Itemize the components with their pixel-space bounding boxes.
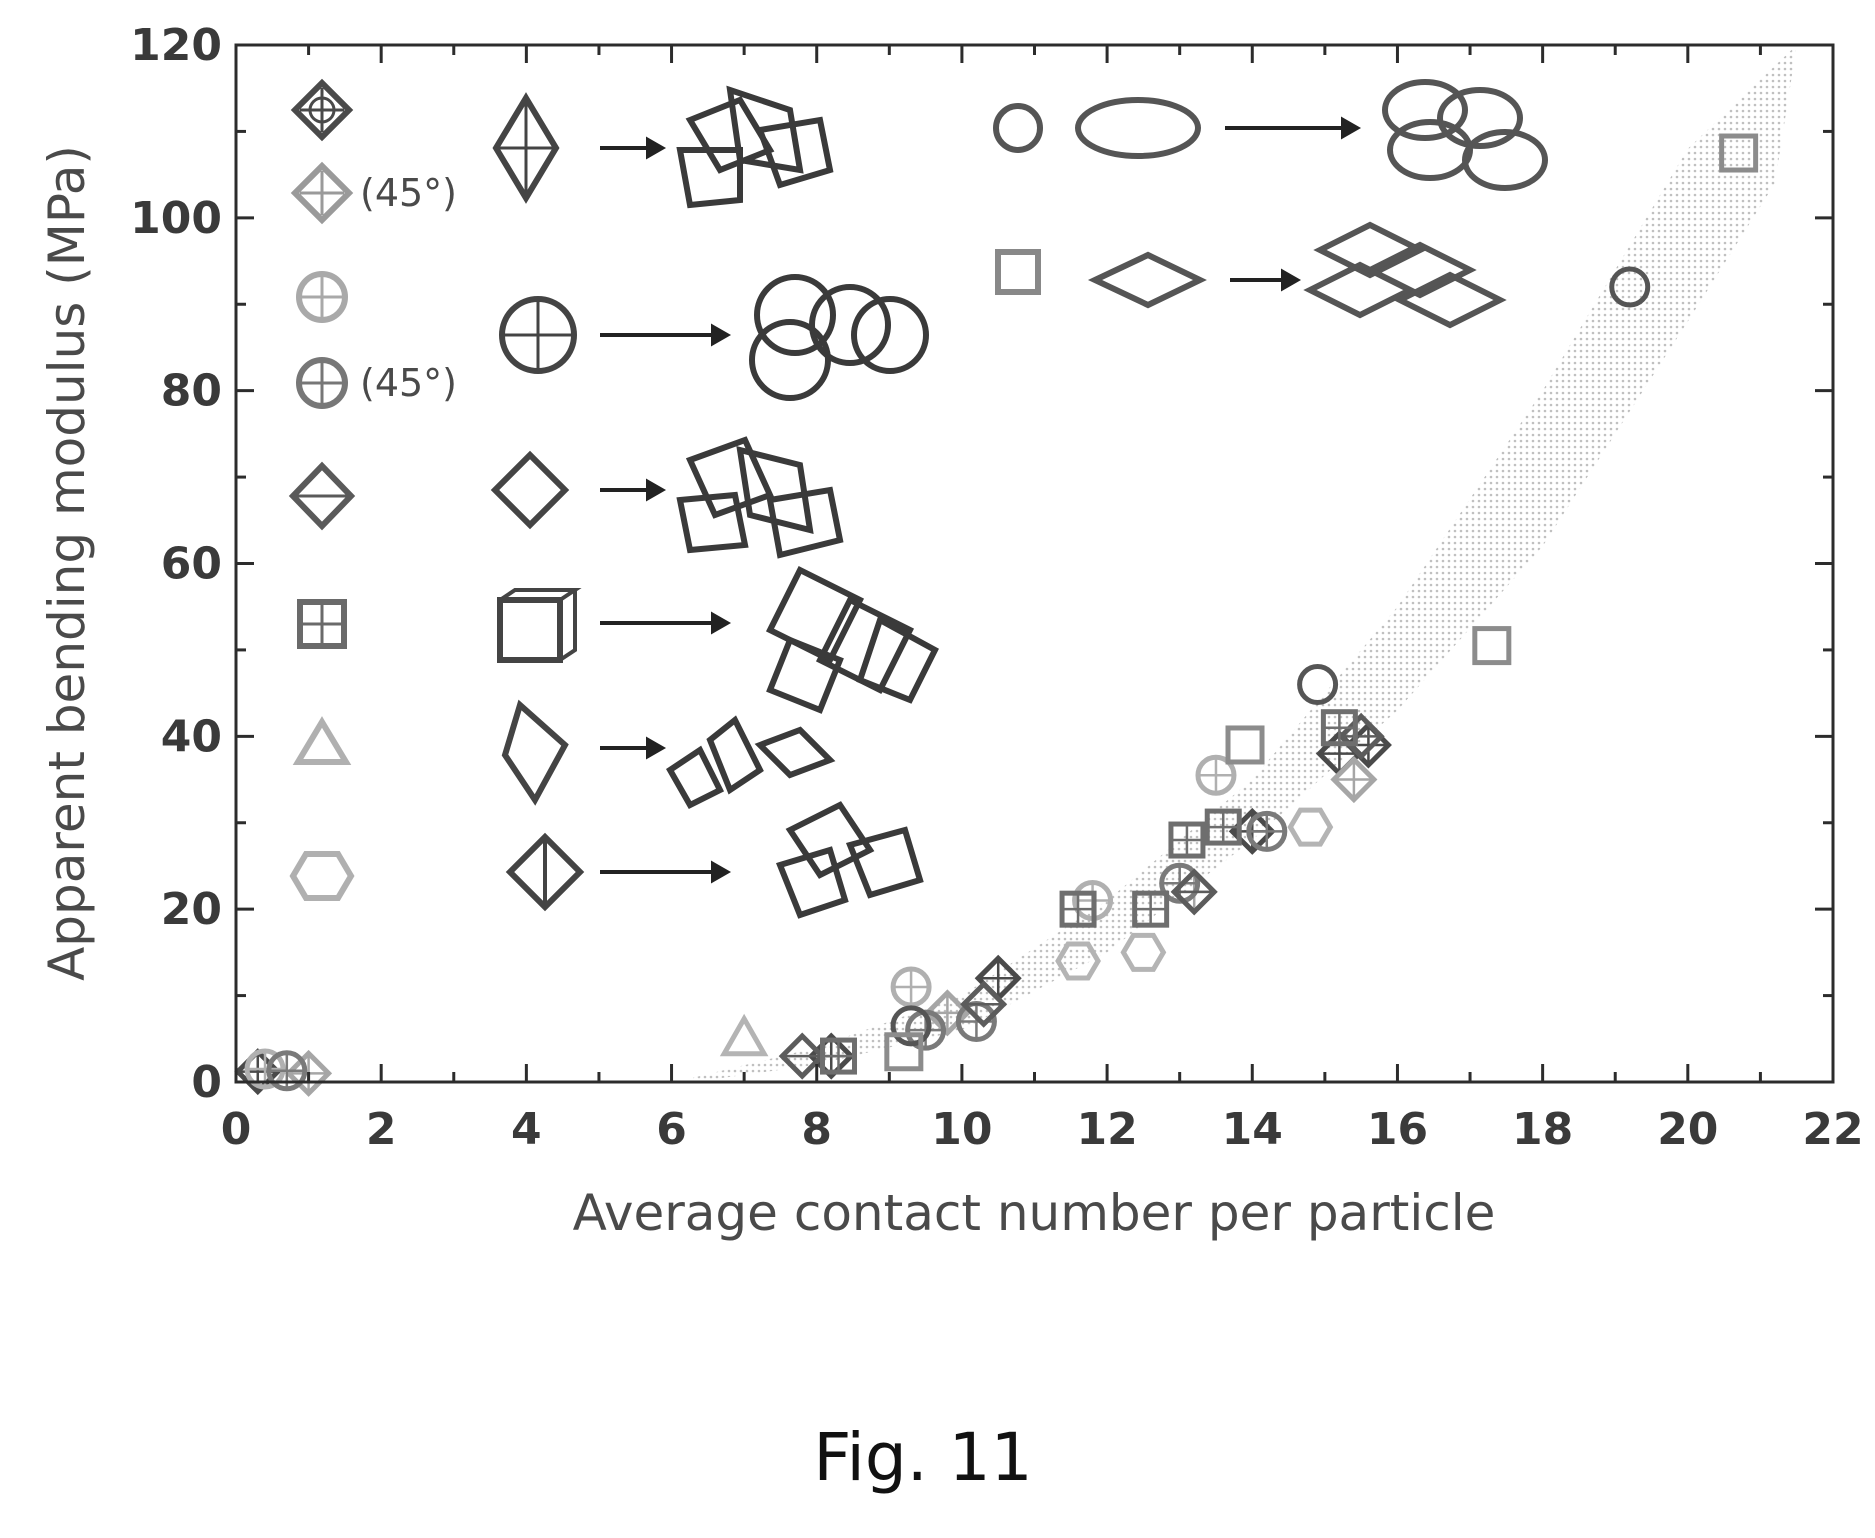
sphere-frame-assembly-illustration <box>749 274 929 401</box>
point-torus <box>1609 266 1651 308</box>
figure-caption: Fig. 11 <box>813 1419 1032 1496</box>
point-ellipsoid-frame <box>1287 807 1334 847</box>
point-square-frame <box>1719 133 1759 173</box>
ellipsoid-particle-illustration <box>505 832 585 912</box>
bipyramid-particle-illustration <box>490 450 570 530</box>
point-bipyramid <box>1337 712 1385 760</box>
point-tetrahedron <box>719 1013 769 1057</box>
legend-sphere-frame-45-icon <box>296 357 348 409</box>
legend-torus-icon <box>993 103 1043 153</box>
point-bipyramid <box>1170 868 1218 916</box>
point-square-frame <box>1225 725 1265 765</box>
torus-assembly-illustration <box>1382 79 1548 191</box>
legend-octahedron-45-icon <box>290 161 354 225</box>
x-tick-label: 10 <box>931 1104 992 1155</box>
legend-ellipsoid-frame-icon <box>289 851 355 901</box>
point-torus <box>890 1005 932 1047</box>
legend-square-frame-icon <box>995 249 1041 295</box>
square-frame-assembly-illustration <box>1303 221 1507 329</box>
y-tick-label: 100 <box>130 193 222 244</box>
legend-bipyramid-icon <box>288 461 356 531</box>
tetrahedron-particle-illustration <box>501 699 569 806</box>
point-ellipsoid-frame <box>1055 941 1101 981</box>
point-square-frame <box>884 1032 924 1072</box>
x-tick-label: 2 <box>366 1104 397 1155</box>
x-tick-label: 20 <box>1657 1104 1718 1155</box>
axis-ticks <box>234 43 1835 1084</box>
octahedron-particle-illustration <box>492 92 560 204</box>
legend-label-45-b: (45°) <box>360 361 457 405</box>
tetrahedron-assembly-illustration <box>666 715 836 809</box>
legend-tetrahedron-icon <box>292 716 352 765</box>
point-cube-frame <box>820 1037 858 1075</box>
ellipsoid-assembly-illustration <box>775 801 924 919</box>
sphere-frame-particle-illustration <box>499 296 577 374</box>
point-octahedron-45 <box>1330 756 1378 804</box>
point-bipyramid <box>778 1032 826 1080</box>
y-axis-label: Apparent bending modulus (MPa) <box>38 145 96 981</box>
x-tick-label: 6 <box>656 1104 687 1155</box>
y-tick-label: 20 <box>161 884 222 935</box>
legend-sphere-frame-icon <box>296 271 348 323</box>
plot-frame <box>234 43 1835 1084</box>
trend-band-area <box>693 45 1797 1082</box>
point-ellipsoid-frame <box>1120 932 1167 972</box>
point-cube-frame <box>1059 890 1097 928</box>
y-tick-label: 0 <box>191 1057 222 1108</box>
trend-band <box>693 45 1797 1082</box>
point-sphere-frame <box>1195 754 1237 796</box>
arrows <box>600 116 1362 884</box>
x-tick-label: 4 <box>511 1104 542 1155</box>
bipyramid-assembly-illustration <box>676 436 844 559</box>
x-tick-label: 14 <box>1222 1104 1283 1155</box>
legend-label-45-a: (45°) <box>360 171 457 215</box>
octahedron-assembly-illustration <box>676 85 834 209</box>
point-bipyramid <box>960 980 1008 1028</box>
cube-frame-assembly-illustration <box>765 565 939 714</box>
point-cube-frame <box>1320 709 1358 747</box>
x-tick-labels: 0 2 4 6 8 10 12 14 16 18 20 22 <box>221 1104 1864 1155</box>
x-tick-label: 0 <box>221 1104 252 1155</box>
legend-cube-frame-icon <box>297 599 347 649</box>
x-tick-label: 18 <box>1512 1104 1573 1155</box>
y-tick-label: 120 <box>130 20 222 71</box>
point-square-frame <box>1472 626 1512 666</box>
x-tick-label: 12 <box>1076 1104 1137 1155</box>
point-sphere-frame <box>890 966 932 1008</box>
y-tick-label: 40 <box>161 711 222 762</box>
x-tick-label: 16 <box>1367 1104 1428 1155</box>
legend-octahedron-icon <box>290 78 354 142</box>
y-tick-labels: 0 20 40 60 80 100 120 <box>130 20 222 1108</box>
point-sphere-frame-45 <box>1246 810 1288 852</box>
legend: (45°) (45°) <box>288 78 1548 919</box>
point-torus <box>1297 663 1339 705</box>
torus-particle-illustration <box>1075 97 1201 159</box>
y-tick-label: 80 <box>161 366 222 417</box>
x-axis-label: Average contact number per particle <box>573 1184 1496 1242</box>
point-cube-frame <box>1204 808 1242 846</box>
point-cube-frame <box>1132 890 1170 928</box>
data-points <box>234 133 1759 1097</box>
y-tick-label: 60 <box>161 539 222 590</box>
x-tick-label: 22 <box>1802 1104 1863 1155</box>
point-cube-frame <box>1168 821 1206 859</box>
cube-frame-particle-illustration <box>497 588 582 663</box>
x-tick-label: 8 <box>801 1104 832 1155</box>
square-frame-particle-illustration <box>1087 251 1207 309</box>
